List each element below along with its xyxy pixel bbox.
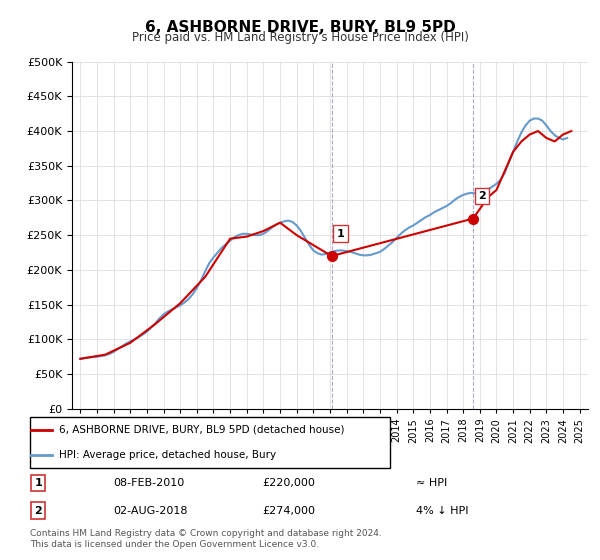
Text: HPI: Average price, detached house, Bury: HPI: Average price, detached house, Bury [59,450,276,460]
Text: 6, ASHBORNE DRIVE, BURY, BL9 5PD (detached house): 6, ASHBORNE DRIVE, BURY, BL9 5PD (detach… [59,425,344,435]
Text: £274,000: £274,000 [262,506,315,516]
Text: Contains HM Land Registry data © Crown copyright and database right 2024.
This d: Contains HM Land Registry data © Crown c… [30,529,382,549]
Text: 1: 1 [337,228,344,239]
Text: 1: 1 [34,478,42,488]
Text: 08-FEB-2010: 08-FEB-2010 [113,478,184,488]
Text: 02-AUG-2018: 02-AUG-2018 [113,506,187,516]
Text: 4% ↓ HPI: 4% ↓ HPI [416,506,469,516]
Text: 6, ASHBORNE DRIVE, BURY, BL9 5PD: 6, ASHBORNE DRIVE, BURY, BL9 5PD [145,20,455,35]
Text: ≈ HPI: ≈ HPI [416,478,448,488]
Text: £220,000: £220,000 [262,478,315,488]
FancyBboxPatch shape [30,417,390,468]
Text: 2: 2 [34,506,42,516]
Text: 2: 2 [478,191,486,201]
Text: Price paid vs. HM Land Registry's House Price Index (HPI): Price paid vs. HM Land Registry's House … [131,31,469,44]
